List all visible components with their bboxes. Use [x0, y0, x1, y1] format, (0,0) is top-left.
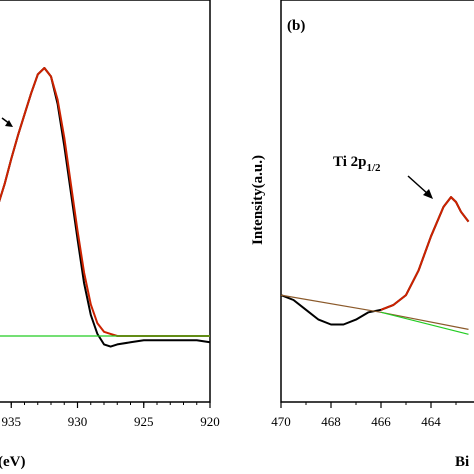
panel-a-xtick-label-3: 920 — [200, 414, 220, 429]
panel-b-xtick-label-1: 468 — [321, 414, 341, 429]
panel-b-xtick-label-2: 466 — [371, 414, 391, 429]
panel-a-plot — [0, 67, 211, 348]
panel-a-xlabel: (eV) — [0, 454, 25, 470]
panel-b-ylabel: Intensity(a.u.) — [250, 155, 266, 245]
panel-b-annotation: Ti 2p1/2 — [333, 154, 381, 174]
panel-a-series-1-line — [0, 67, 210, 337]
panel-a-ticks: 935 930 925 920 — [2, 402, 220, 429]
panel-a-annotation-arrowhead — [5, 120, 13, 127]
panel-b-xtick-label-0: 470 — [271, 414, 291, 429]
panel-b-annotation-arrow — [407, 175, 429, 195]
panel-a-xtick-label-1: 930 — [68, 414, 88, 429]
panel-a-xtick-label-2: 925 — [134, 414, 154, 429]
panel-b-xlabel: Bi — [455, 454, 469, 470]
panel-a-frame — [0, 0, 211, 403]
panel-b-series-3-line — [380, 311, 469, 335]
panel-b: 470 468 466 464 (b) Intensity(a.u.) Bi Ti 2… — [250, 0, 474, 470]
panel-b-series-1-line — [380, 196, 470, 311]
panel-a-xtick-label-0: 935 — [2, 414, 22, 429]
panel-a: 935 930 925 920 (eV) — [0, 0, 220, 470]
panel-b-ticks: 470 468 466 464 — [271, 402, 457, 429]
panel-b-plot — [280, 196, 470, 335]
panel-b-annotation-sub: 1/2 — [367, 162, 382, 174]
panel-b-frame — [280, 0, 474, 403]
panel-b-xtick-label-3: 464 — [421, 414, 441, 429]
panel-b-annotation-arrowhead — [423, 189, 433, 199]
panel-b-label: (b) — [287, 18, 305, 34]
panel-b-annotation-main: Ti 2p — [333, 154, 367, 170]
panel-a-series-0-line — [0, 67, 211, 348]
